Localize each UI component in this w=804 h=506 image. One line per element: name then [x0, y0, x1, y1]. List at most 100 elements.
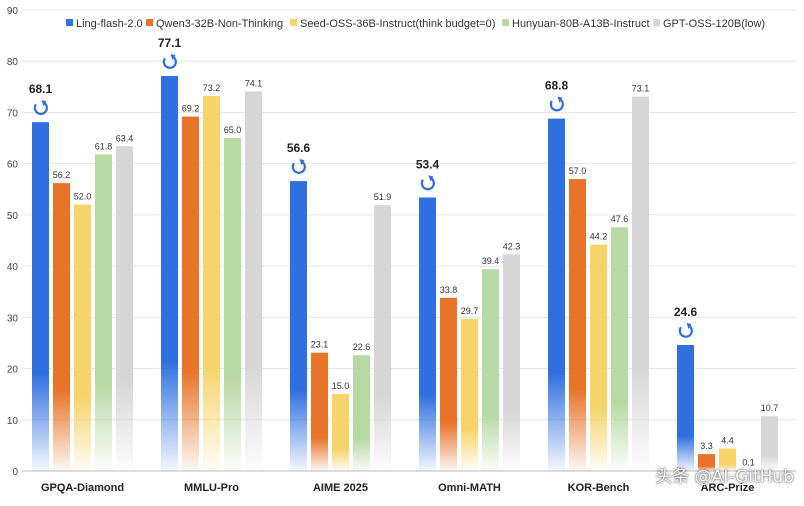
bar [482, 269, 499, 471]
swirl-logo-icon [33, 102, 48, 115]
bar [419, 197, 436, 471]
bar [461, 318, 478, 471]
swirl-logo-icon [291, 160, 306, 174]
swirl-logo-icon [162, 55, 177, 69]
legend-label: Qwen3-32B-Non-Thinking [156, 18, 283, 30]
legend-label: Hunyuan-80B-A13B-Instruct [512, 18, 650, 30]
x-tick-label: MMLU-Pro [184, 482, 239, 494]
data-label: 4.4 [721, 435, 734, 445]
data-label: 73.2 [203, 83, 221, 93]
swirl-logo-icon [170, 54, 176, 61]
swirl-logo-icon [686, 322, 692, 329]
y-tick-label: 30 [7, 313, 19, 324]
data-label: 23.1 [311, 340, 329, 350]
bar [740, 470, 757, 471]
bar [95, 154, 112, 472]
bar [290, 181, 307, 472]
data-label: 42.3 [503, 241, 521, 251]
data-label: 52.0 [74, 192, 92, 202]
swirl-logo-icon [557, 96, 563, 103]
bar [677, 344, 694, 471]
swirl-logo-icon [549, 98, 564, 112]
y-tick-label: 70 [7, 108, 19, 119]
legend-swatch [653, 19, 660, 26]
bar [353, 355, 370, 471]
x-tick-label: ARC-Prize [701, 482, 755, 494]
data-label-highlight: 56.6 [287, 141, 311, 155]
bar [74, 204, 91, 471]
swirl-logo-icon [678, 324, 693, 338]
bar [590, 244, 607, 471]
data-label-highlight: 24.6 [674, 305, 698, 319]
swirl-logo-icon [428, 175, 434, 182]
data-label-highlight: 68.1 [29, 82, 53, 96]
data-label: 56.2 [53, 170, 71, 180]
legend-swatch [146, 19, 153, 26]
y-tick-label: 80 [7, 57, 19, 68]
bar [182, 116, 199, 471]
data-label: 44.2 [590, 232, 608, 242]
legend-swatch [290, 19, 297, 26]
data-label: 65.0 [224, 125, 242, 135]
y-tick-label: 50 [7, 211, 19, 222]
bar [719, 448, 736, 471]
data-label: 73.1 [632, 84, 650, 94]
legend-swatch [66, 19, 73, 26]
legend-label: Ling-flash-2.0 [76, 18, 143, 30]
data-label: 63.4 [116, 133, 134, 143]
y-tick-label: 10 [7, 416, 19, 427]
bar [53, 183, 70, 471]
x-tick-label: Omni-MATH [438, 482, 501, 494]
bar [203, 96, 220, 471]
bar [224, 138, 241, 472]
data-label: 15.0 [332, 381, 350, 391]
legend-label: GPT-OSS-120B(low) [663, 18, 765, 30]
bar [161, 76, 178, 472]
bar [116, 146, 133, 472]
swirl-logo-icon [299, 159, 305, 166]
watermark: 头条 @AI-GitHub [655, 467, 794, 487]
bar [698, 454, 715, 471]
data-label: 74.1 [245, 78, 263, 88]
bar [311, 352, 328, 471]
bar [245, 91, 262, 472]
y-tick-label: 90 [7, 6, 19, 17]
x-tick-label: AIME 2025 [313, 482, 368, 494]
data-label: 69.2 [182, 104, 200, 114]
swirl-logo-icon [420, 177, 435, 191]
y-tick-label: 40 [7, 262, 19, 273]
x-tick-label: KOR-Bench [568, 482, 630, 494]
data-label: 61.8 [95, 141, 113, 151]
x-tick-label: GPQA-Diamond [41, 482, 124, 494]
y-tick-label: 60 [7, 160, 19, 171]
bar [611, 227, 628, 471]
data-label-highlight: 68.8 [545, 79, 569, 93]
bar [503, 254, 520, 471]
bar [761, 416, 778, 471]
bar [332, 394, 349, 471]
data-label: 22.6 [353, 342, 371, 352]
data-label: 10.7 [761, 403, 779, 413]
y-tick-label: 0 [12, 467, 18, 478]
bar [548, 118, 565, 471]
bar [440, 297, 457, 471]
swirl-logo-icon [41, 100, 47, 107]
bar [632, 96, 649, 471]
data-label: 47.6 [611, 214, 629, 224]
data-label-highlight: 77.1 [158, 36, 182, 50]
legend-label: Seed-OSS-36B-Instruct(think budget=0) [300, 18, 495, 30]
data-label: 0.1 [742, 457, 755, 467]
legend-swatch [502, 19, 509, 26]
bar [569, 179, 586, 472]
bar [32, 122, 49, 471]
y-tick-label: 20 [7, 365, 19, 376]
bar [374, 205, 391, 471]
data-label-highlight: 53.4 [416, 157, 440, 171]
data-label: 3.3 [700, 441, 713, 451]
data-label: 29.7 [461, 306, 479, 316]
data-label: 51.9 [374, 192, 392, 202]
data-label: 33.8 [440, 285, 458, 295]
data-label: 39.4 [482, 256, 500, 266]
